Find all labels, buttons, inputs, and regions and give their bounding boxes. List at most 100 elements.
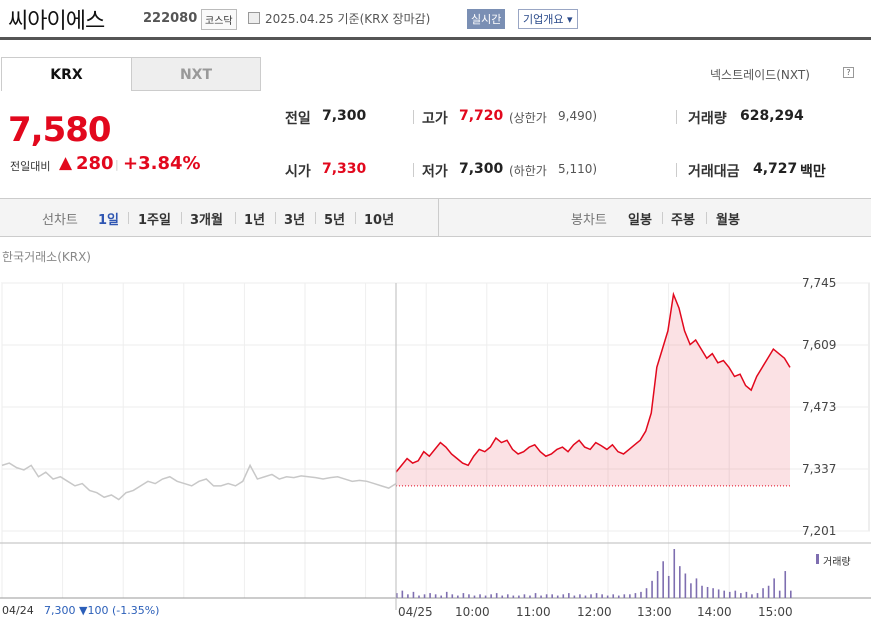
calendar-icon xyxy=(248,12,260,24)
market-label: 한국거래소(KRX) xyxy=(2,250,91,264)
volume-bar xyxy=(656,571,659,598)
volume-bar xyxy=(634,593,637,598)
x-tick-label: 13:00 xyxy=(637,605,672,619)
prev-close-label: 전일 xyxy=(285,111,311,127)
volume-bar xyxy=(407,594,409,598)
change-percent: +3.84% xyxy=(123,153,201,174)
volume-bar xyxy=(767,585,770,598)
volume-bar xyxy=(590,594,592,598)
y-tick-label: 7,473 xyxy=(802,400,836,414)
volume-bar xyxy=(490,594,492,598)
tab-krx[interactable]: KRX xyxy=(1,57,132,91)
volume-bar xyxy=(695,578,698,598)
candle-monthly[interactable]: 월봉 xyxy=(716,213,740,228)
volume-bar xyxy=(762,588,764,598)
volume-bar xyxy=(617,595,620,598)
nextrade-link[interactable]: 넥스트레이드(NXT) xyxy=(710,68,810,82)
y-tick-label: 7,337 xyxy=(802,462,836,476)
volume-bar xyxy=(506,594,509,598)
prev-close-value: 7,300 xyxy=(322,108,367,124)
x-tick-label: 14:00 xyxy=(697,605,732,619)
candle-daily[interactable]: 일봉 xyxy=(628,213,652,228)
volume-bar xyxy=(773,578,775,598)
help-icon[interactable]: ? xyxy=(843,67,854,78)
tab-nxt[interactable]: NXT xyxy=(131,57,261,91)
volume-bar xyxy=(584,595,587,598)
divider xyxy=(128,212,129,224)
volume-bar xyxy=(401,590,404,598)
volume-bar xyxy=(429,593,431,598)
high-value: 7,720 xyxy=(459,108,504,124)
volume-bar xyxy=(479,594,481,598)
volume-bar xyxy=(778,590,781,598)
period-10y[interactable]: 10년 xyxy=(364,213,395,228)
volume-bar xyxy=(529,595,531,598)
volume-bar xyxy=(645,588,648,598)
volume-bar xyxy=(495,593,498,598)
volume-bar xyxy=(790,590,792,598)
period-selector-bar: 선차트 1일 1주일 3개월 1년 3년 5년 10년 봉차트 일봉 주봉 월봉 xyxy=(0,198,871,237)
volume-bar xyxy=(445,591,448,598)
volume-legend-swatch xyxy=(816,554,819,564)
line-chart-label: 선차트 xyxy=(42,213,78,228)
volume-bar xyxy=(562,594,565,598)
high-label: 고가 xyxy=(422,111,448,127)
divider xyxy=(413,163,414,177)
today-area xyxy=(396,294,790,486)
realtime-button[interactable]: 실시간 xyxy=(467,9,506,29)
prev-day-label: 04/24 xyxy=(2,604,34,617)
open-label: 시가 xyxy=(285,164,311,180)
candle-weekly[interactable]: 주봉 xyxy=(671,213,695,228)
volume-bar xyxy=(606,595,609,598)
volume-bar xyxy=(673,549,676,598)
prev-day-summary: 7,300 ▼100 (-1.35%) xyxy=(44,604,160,617)
volume-bar xyxy=(501,595,504,598)
period-1y[interactable]: 1년 xyxy=(244,213,266,228)
period-5y[interactable]: 5년 xyxy=(324,213,346,228)
x-tick-label: 11:00 xyxy=(516,605,551,619)
divider xyxy=(315,212,316,224)
x-tick-label: 12:00 xyxy=(577,605,612,619)
volume-bar xyxy=(751,594,753,598)
volume-bar xyxy=(412,591,415,598)
period-1w[interactable]: 1주일 xyxy=(138,213,171,228)
current-price: 7,580 xyxy=(8,110,112,150)
volume-bar xyxy=(684,573,687,598)
stock-name: 씨아이에스 xyxy=(8,9,105,34)
volume-bar xyxy=(518,595,520,598)
volume-bar xyxy=(651,580,653,598)
volume-bar xyxy=(556,595,559,598)
volume-bar xyxy=(595,593,598,598)
volume-bar xyxy=(740,593,742,598)
upper-limit-label: (상한가 xyxy=(509,111,547,125)
period-1d[interactable]: 1일 xyxy=(98,213,120,228)
volume-bar xyxy=(451,594,454,598)
volume-bar xyxy=(640,591,642,598)
volume-label: 거래량 xyxy=(688,111,727,127)
period-3y[interactable]: 3년 xyxy=(284,213,306,228)
period-3m[interactable]: 3개월 xyxy=(190,213,223,228)
trade-amount-unit: 백만 xyxy=(800,164,826,180)
volume-bar xyxy=(623,594,626,598)
volume-bar xyxy=(745,591,748,598)
company-overview-dropdown[interactable]: 기업개요 ▾ xyxy=(518,9,578,29)
divider xyxy=(235,212,236,224)
y-tick-label: 7,201 xyxy=(802,524,836,538)
low-label: 저가 xyxy=(422,164,448,180)
volume-bar xyxy=(440,595,442,598)
open-value: 7,330 xyxy=(322,161,367,177)
lower-limit-label: (하한가 xyxy=(509,164,547,178)
trade-amount-label: 거래대금 xyxy=(688,164,740,180)
today-line xyxy=(395,291,791,473)
divider xyxy=(706,212,707,224)
volume-bar xyxy=(573,595,576,598)
volume-bar xyxy=(667,575,670,598)
candle-chart-label: 봉차트 xyxy=(571,213,607,228)
volume-bar xyxy=(690,583,692,598)
price-chart: 7,745 7,609 7,473 7,337 7,201 04/25 10:00 11:00… xyxy=(0,276,871,619)
change-amount: 280 xyxy=(76,153,114,174)
volume-bar xyxy=(629,594,631,598)
lower-limit-value: 5,110) xyxy=(558,162,598,176)
upper-limit-value: 9,490) xyxy=(558,109,598,123)
volume-bar xyxy=(523,594,526,598)
